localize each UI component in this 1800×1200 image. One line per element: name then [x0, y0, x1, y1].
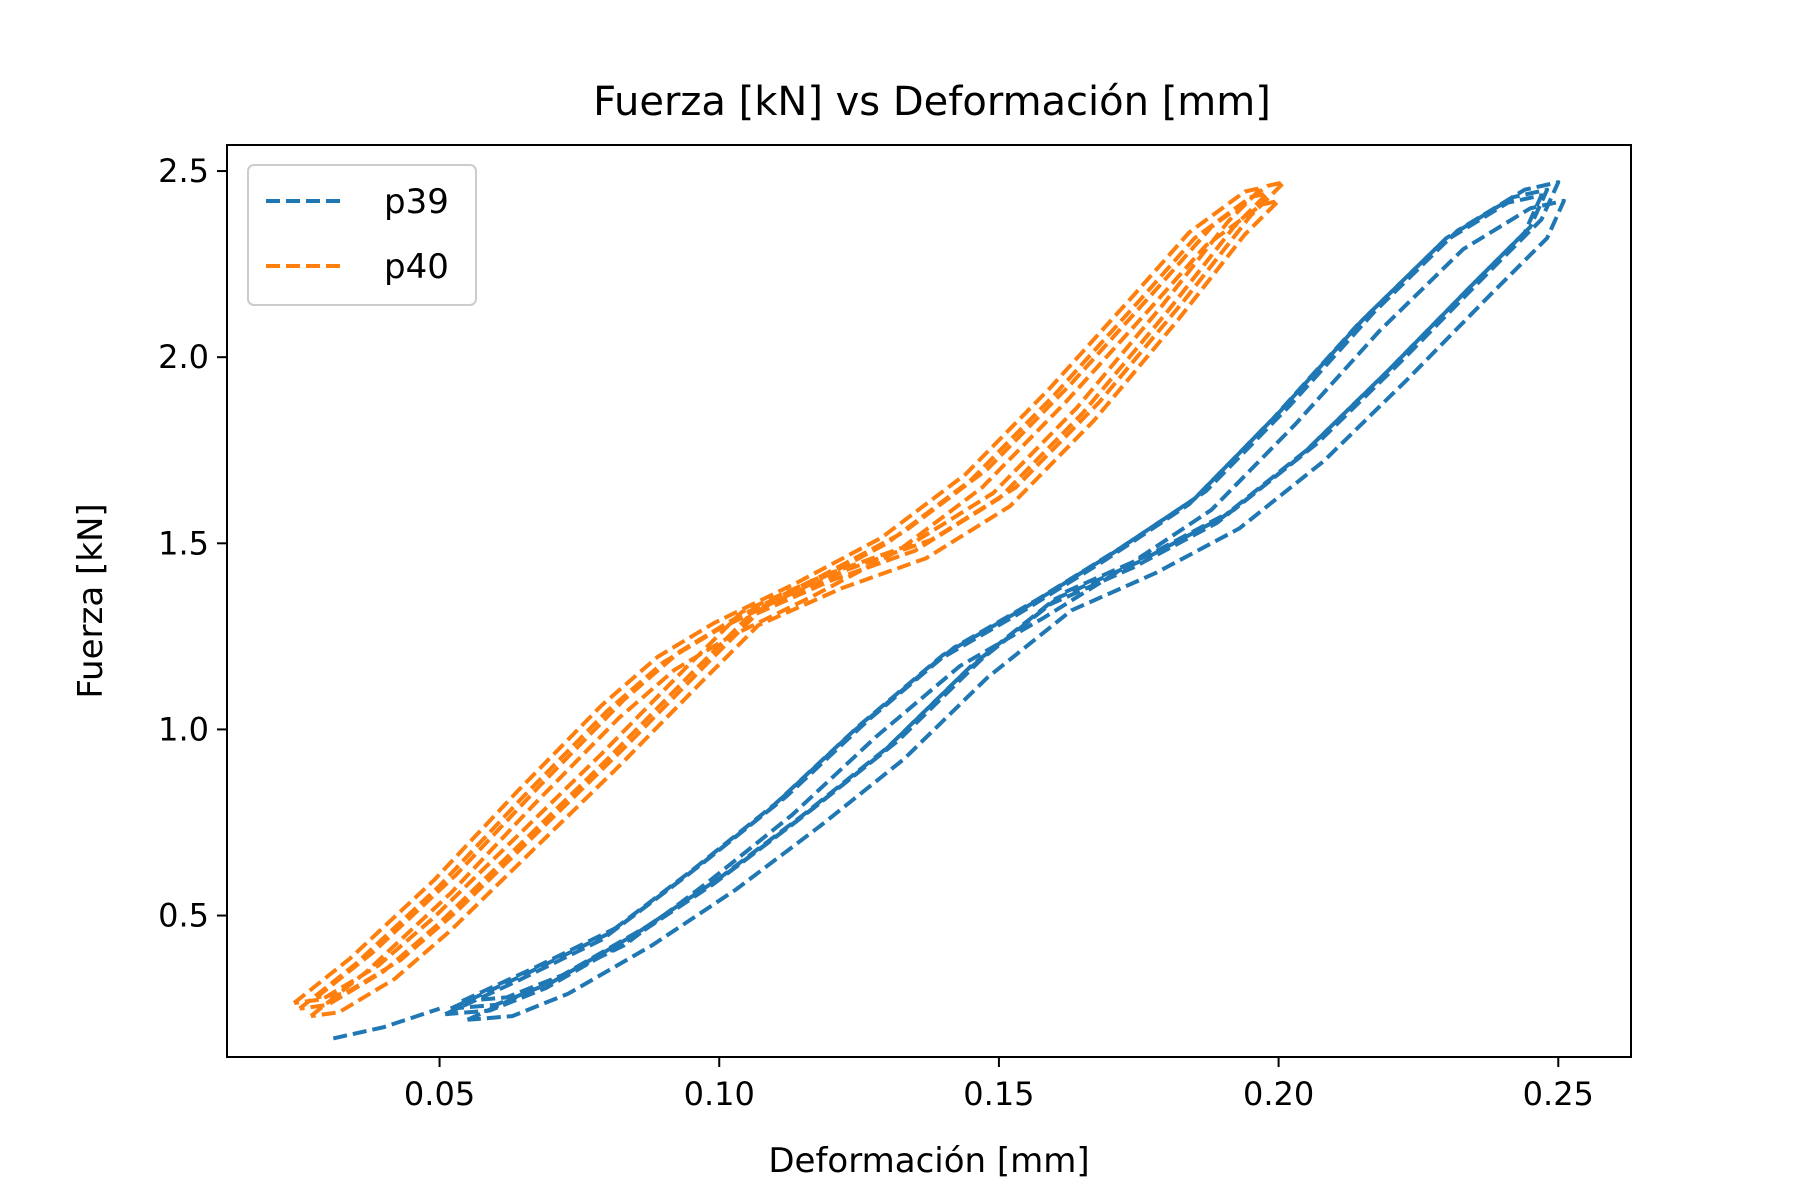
legend-box	[247, 164, 477, 306]
plot-frame	[226, 144, 1632, 1058]
series-p39-cycle-4-line	[466, 198, 1566, 1022]
legend-label-p39: p39	[384, 182, 449, 222]
x-tick-label: 0.20	[1243, 1075, 1314, 1113]
x-tick-label: 0.05	[404, 1075, 475, 1113]
x-axis: 0.05 0.10 0.15 0.20 0.25	[404, 1057, 1594, 1113]
x-tick-label: 0.25	[1523, 1075, 1594, 1113]
series-p40-cycle-4-line	[315, 180, 1287, 1000]
plot-lines	[292, 180, 1566, 1041]
series-p39-initial-line	[332, 1006, 441, 1041]
series-p39-cycle-3-line	[444, 193, 1544, 1017]
series-p39-cycle-2-line	[461, 180, 1561, 1004]
legend-label-p40: p40	[384, 247, 449, 287]
x-tick-label: 0.15	[963, 1075, 1034, 1113]
series-p39-cycle-1-line	[449, 187, 1550, 1011]
y-tick-label: 0.5	[158, 897, 209, 935]
x-axis-label: Deformación [mm]	[768, 1141, 1089, 1181]
y-tick-label: 1.0	[158, 710, 209, 748]
x-tick-label: 0.10	[684, 1075, 755, 1113]
y-tick-label: 2.5	[158, 152, 209, 190]
legend: p39 p40	[247, 164, 477, 306]
y-axis: 0.5 1.0 1.5 2.0 2.5	[158, 152, 227, 935]
series-p40-cycle-3-line	[292, 185, 1264, 1005]
series-p40-cycle-2-line	[309, 198, 1281, 1019]
y-tick-label: 2.0	[158, 338, 209, 376]
chart-title: Fuerza [kN] vs Deformación [mm]	[593, 79, 1271, 125]
y-axis-label: Fuerza [kN]	[71, 503, 111, 698]
y-tick-label: 1.5	[158, 524, 209, 562]
series-p40-cycle-1-line	[298, 191, 1270, 1011]
